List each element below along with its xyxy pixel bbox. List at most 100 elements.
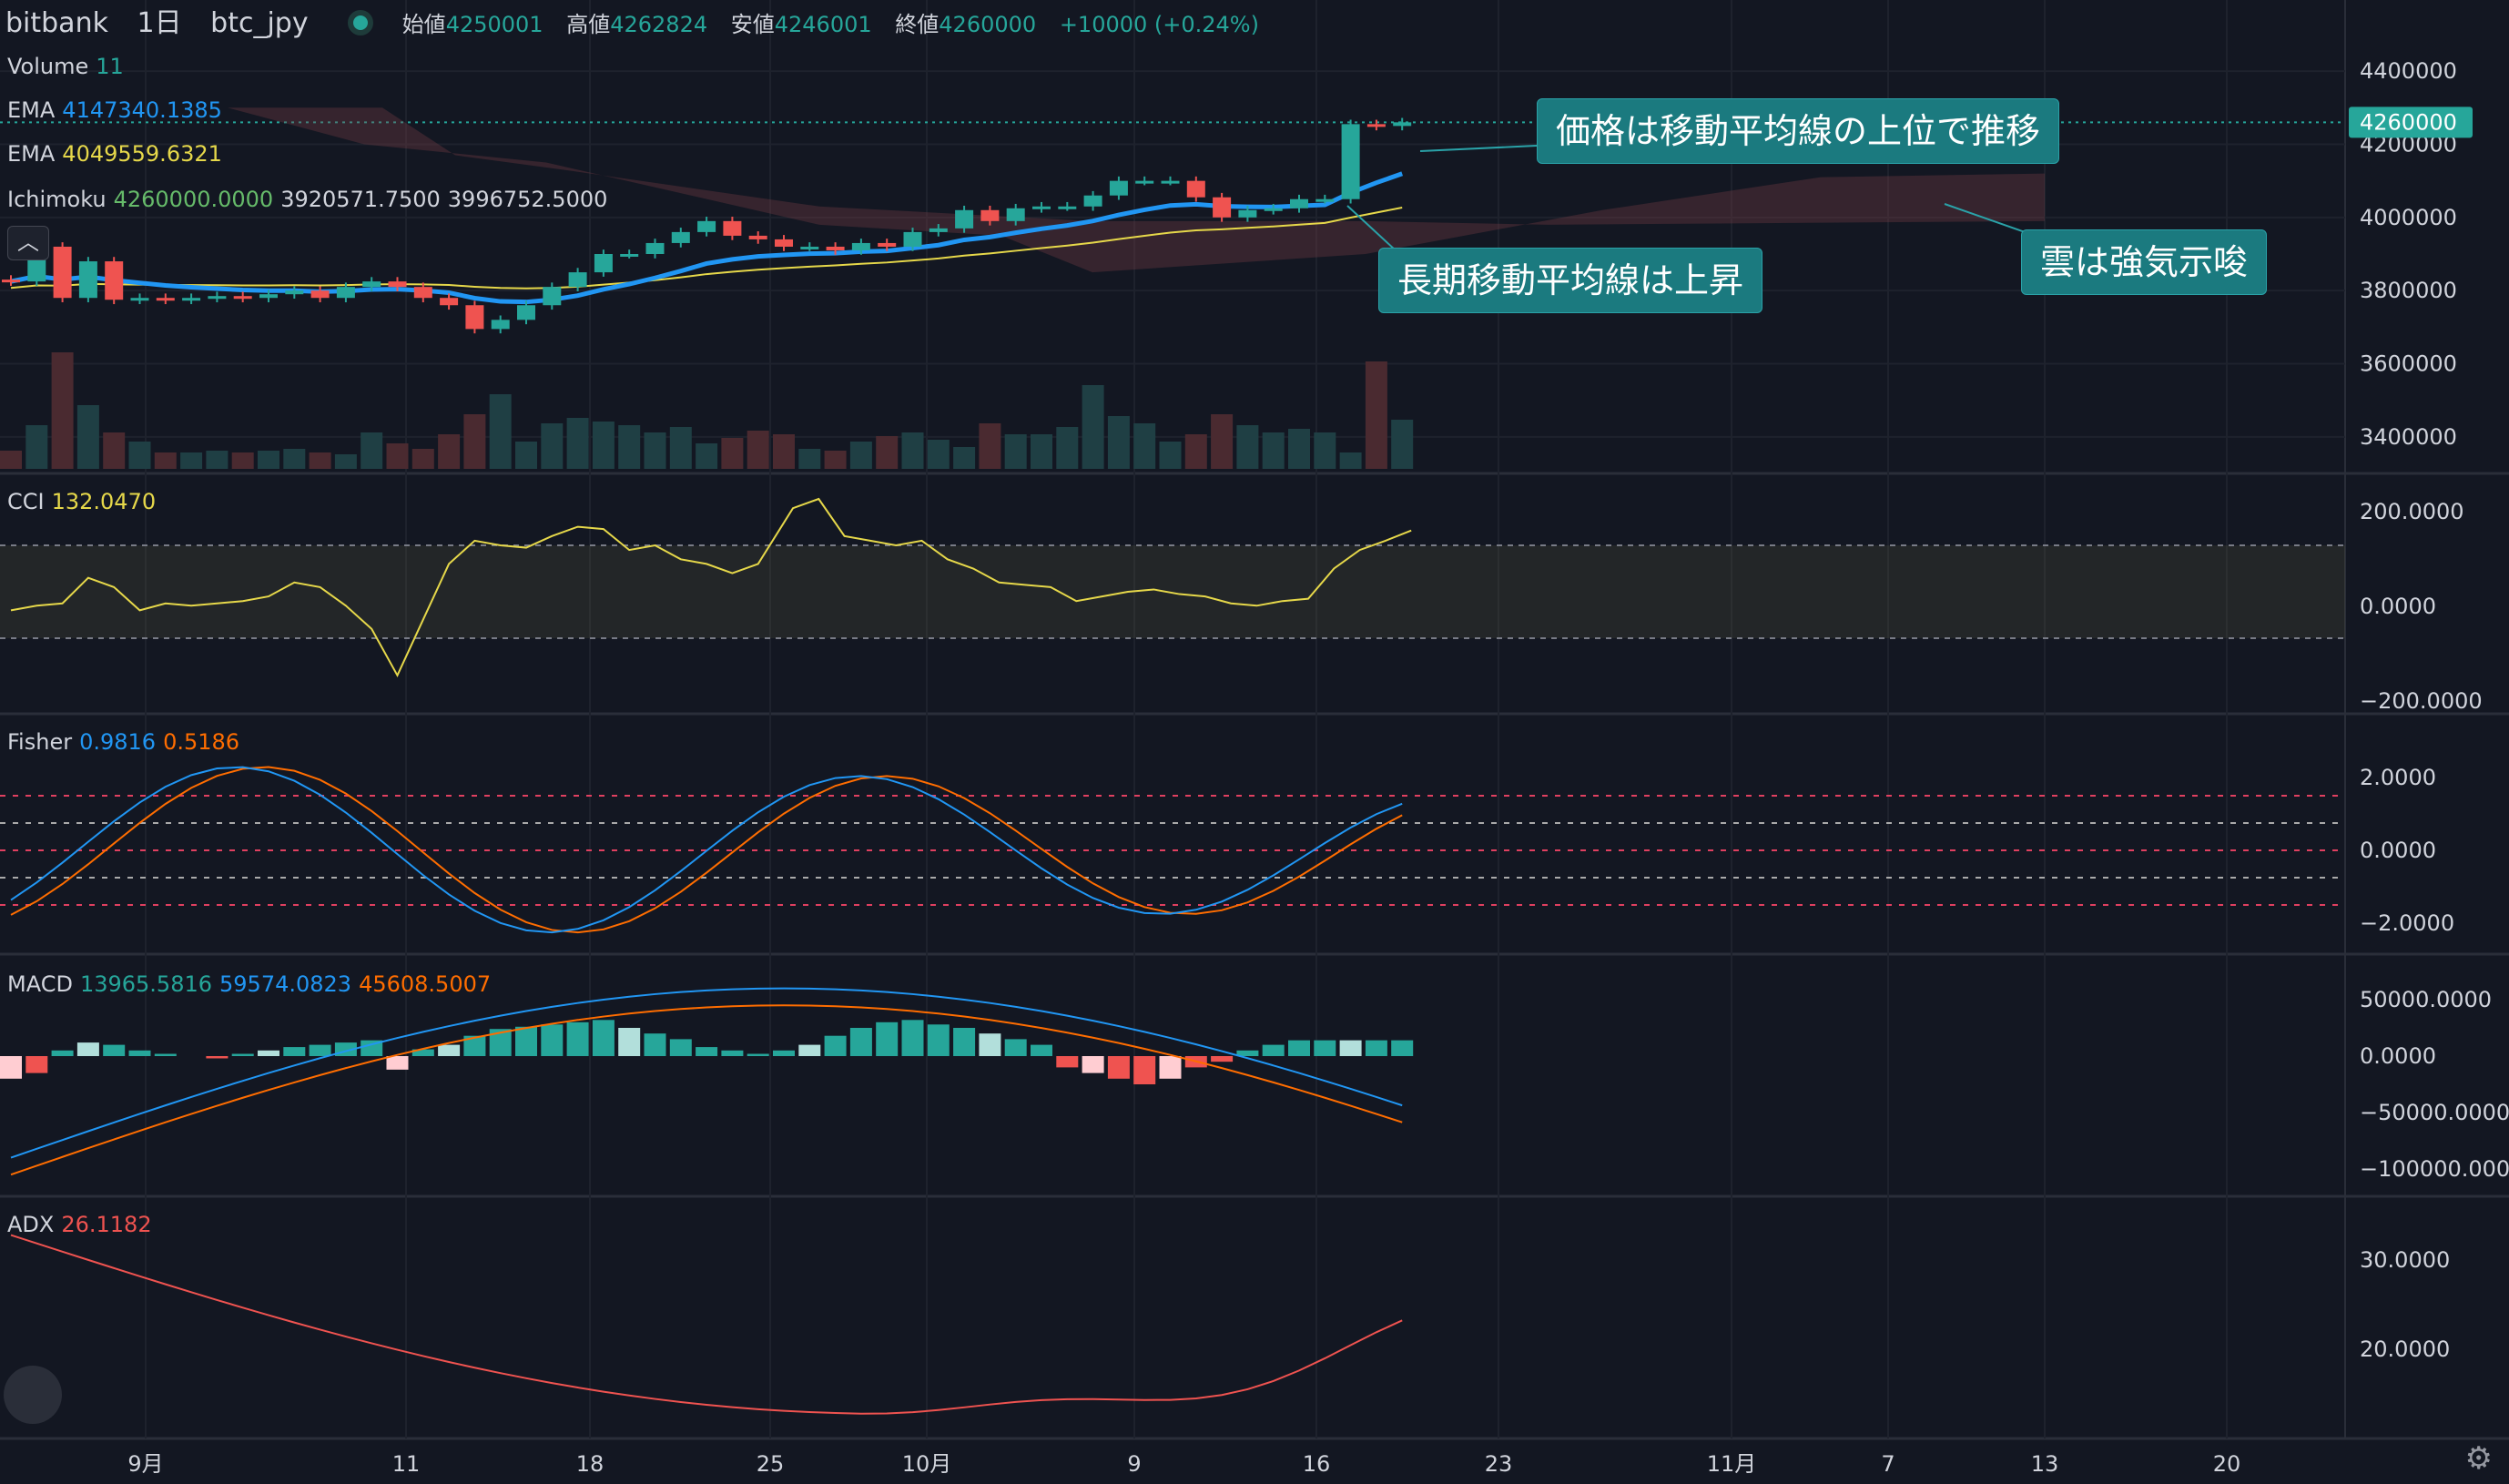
macd-axis-label: −50000.0000 [2360, 1100, 2509, 1125]
macd-histogram-bar [1236, 1050, 1259, 1056]
macd-histogram-bar [231, 1053, 254, 1056]
volume-bar [309, 452, 331, 469]
macd-histogram-bar [1314, 1040, 1336, 1056]
candle-body [336, 287, 355, 299]
volume-bar [1339, 452, 1362, 469]
fisher-value-2: 0.5186 [163, 729, 240, 755]
volume-legend[interactable]: Volume 11 [7, 53, 131, 80]
macd-histogram-bar [361, 1040, 383, 1056]
candle-body [645, 242, 665, 254]
candle-body [78, 261, 97, 299]
volume-bar [979, 423, 1001, 469]
macd-axis-label: 0.0000 [2360, 1043, 2436, 1069]
settings-gear-icon[interactable]: ⚙ [2464, 1440, 2493, 1477]
candle-body [1058, 206, 1077, 209]
volume-bar [669, 427, 692, 469]
macd-value-3: 45608.5007 [359, 971, 492, 997]
macd-histogram-bar [824, 1035, 847, 1056]
volume-bar [438, 434, 461, 469]
volume-bar [1314, 432, 1336, 469]
volume-bar [463, 414, 486, 469]
macd-histogram-bar [618, 1028, 641, 1056]
macd-histogram-bar [25, 1056, 48, 1073]
adx-line [10, 1234, 1403, 1415]
volume-value: 11 [96, 54, 124, 79]
high-value: 4262824 [610, 12, 708, 37]
ema2-legend[interactable]: EMA 4049559.6321 [7, 140, 229, 168]
high-label: 高値 [566, 12, 611, 37]
candle-body [826, 246, 845, 250]
candle-body [1238, 209, 1257, 218]
exchange-name[interactable]: bitbank [5, 7, 108, 39]
candle-body [130, 298, 149, 301]
ichimoku-value-2: 3920571.7500 [280, 187, 441, 212]
macd-histogram-bar [1262, 1044, 1285, 1056]
ichimoku-value-1: 4260000.0000 [113, 187, 274, 212]
low-value: 4246001 [774, 12, 872, 37]
candle-body [955, 209, 974, 229]
volume-bar [1184, 434, 1207, 469]
macd-legend[interactable]: MACD 13965.5816 59574.0823 45608.5007 [7, 971, 498, 998]
volume-bar [1236, 425, 1259, 469]
macd-histogram-bar [721, 1050, 744, 1056]
candle-body [723, 220, 742, 236]
macd-value-1: 13965.5816 [79, 971, 213, 997]
volume-bar [489, 394, 512, 469]
volume-bar [644, 432, 666, 469]
tradingview-logo[interactable] [4, 1366, 62, 1424]
current-price-badge [2349, 107, 2473, 138]
volume-bar [231, 452, 254, 469]
macd-histogram-bar [386, 1056, 409, 1070]
candle-body [2, 280, 20, 283]
fisher-line [10, 766, 1403, 934]
interval-label[interactable]: 1日 [137, 7, 182, 39]
volume-bar [128, 442, 151, 469]
cci-legend[interactable]: CCI 132.0470 [7, 488, 163, 515]
candle-body [1366, 124, 1386, 127]
macd-histogram-bar [0, 1056, 22, 1079]
fisher-legend[interactable]: Fisher 0.9816 0.5186 [7, 728, 247, 756]
candle-body [1109, 180, 1128, 196]
callout-long-ma-rising: 長期移動平均線は上昇 [1378, 248, 1763, 313]
volume-bar [824, 451, 847, 469]
candle-body [1006, 208, 1025, 221]
macd-histogram-bar [411, 1049, 434, 1056]
volume-bar [1262, 432, 1285, 469]
macd-value-2: 59574.0823 [219, 971, 352, 997]
adx-axis-label: 20.0000 [2360, 1337, 2450, 1362]
callout-cloud-bullish: 雲は強気示唆 [2021, 229, 2268, 295]
candle-body [878, 242, 897, 247]
volume-bar [1031, 434, 1052, 469]
candle-body [594, 254, 613, 273]
macd-histogram-bar [798, 1044, 821, 1056]
ichimoku-legend[interactable]: Ichimoku 4260000.0000 3920571.7500 3996752.… [7, 186, 615, 213]
candle-body [929, 228, 948, 232]
close-label: 終値 [895, 12, 940, 37]
volume-bar [258, 451, 279, 469]
volume-bar [206, 451, 229, 469]
macd-histogram-bar [644, 1033, 666, 1056]
collapse-legend-button[interactable]: ︿ [7, 226, 49, 260]
candle-body [53, 246, 72, 299]
adx-legend[interactable]: ADX 26.1182 [7, 1211, 159, 1238]
adx-value: 26.1182 [61, 1212, 152, 1237]
cci-band [0, 545, 2345, 638]
volume-bar [1211, 414, 1234, 469]
ema2-value: 4049559.6321 [62, 141, 222, 167]
candle-body [465, 305, 484, 330]
cci-value: 132.0470 [51, 489, 157, 514]
candle-body [1264, 208, 1283, 211]
volume-bar [1288, 429, 1310, 469]
cci-label: CCI [7, 489, 45, 514]
volume-bar [1159, 442, 1182, 469]
macd-histogram-bar [128, 1050, 151, 1056]
macd-histogram-bar [566, 1022, 589, 1056]
ema1-legend[interactable]: EMA 4147340.1385 [7, 97, 229, 124]
fisher-axis-label: −2.0000 [2360, 910, 2454, 936]
symbol-name[interactable]: btc_jpy [210, 7, 309, 39]
candle-body [413, 287, 432, 299]
macd-histogram-bar [1056, 1056, 1079, 1068]
volume-bar [51, 352, 74, 469]
